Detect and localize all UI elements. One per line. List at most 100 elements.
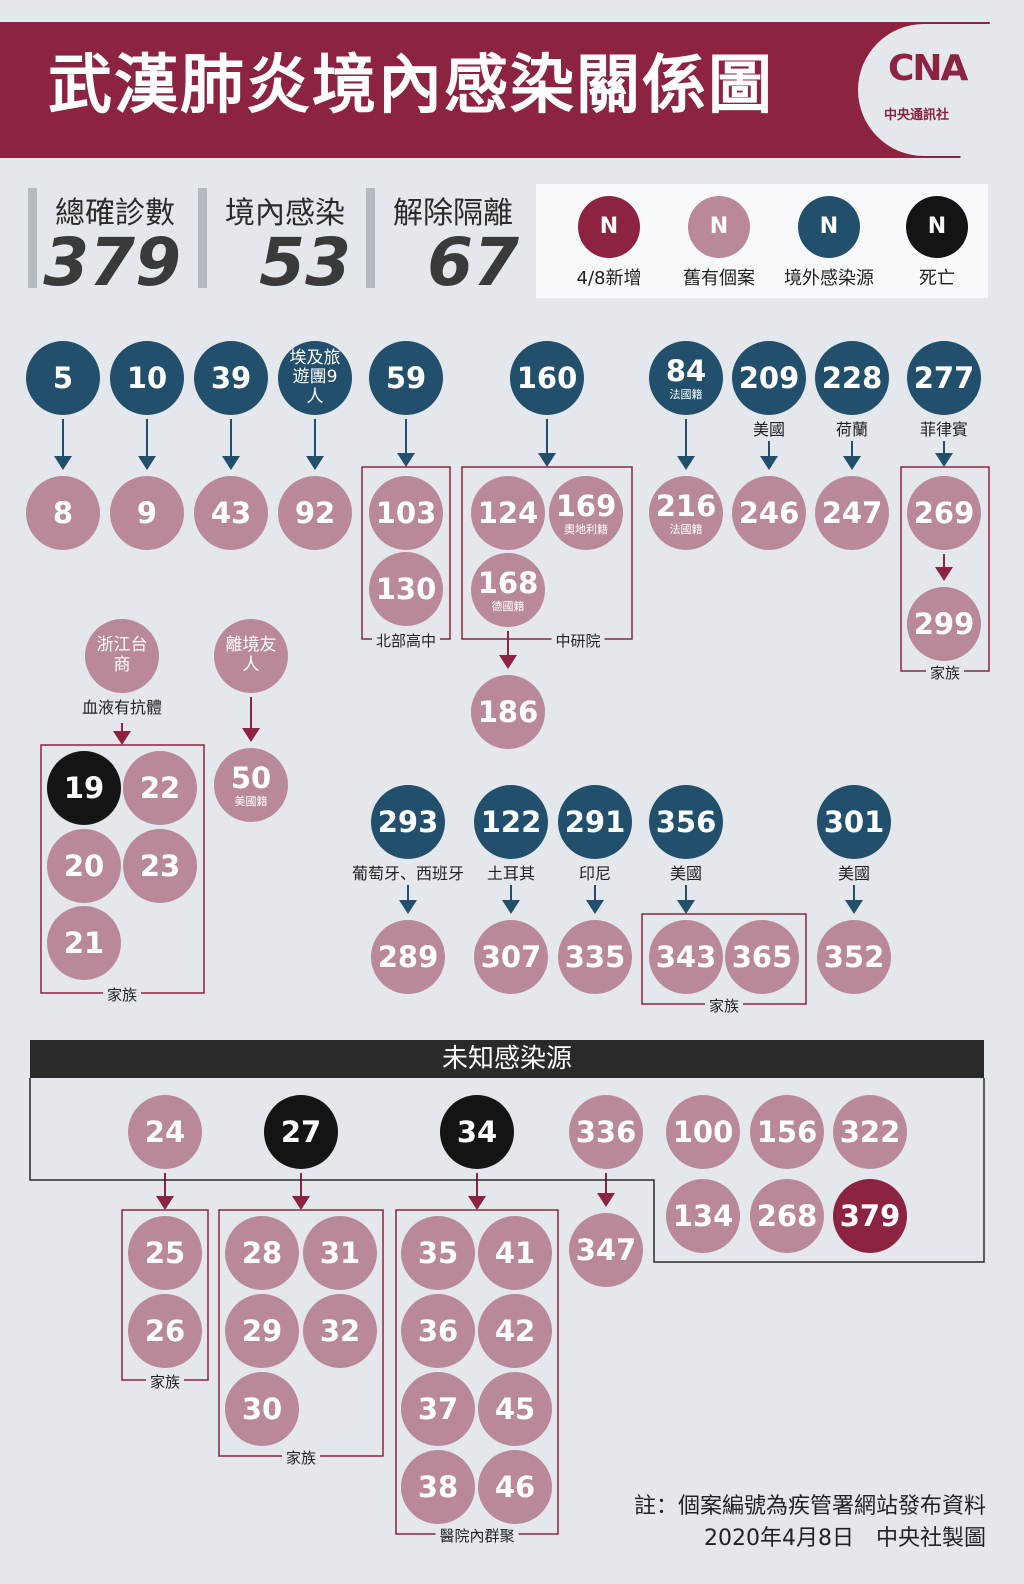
credit-line: 2020年4月8日 中央社製圖 [704, 1526, 986, 1551]
stat-released-value: 67 [427, 224, 519, 301]
arrowhead-160-124 [538, 453, 556, 467]
case-number: 84 [665, 353, 707, 388]
stat-total: 總確診數 379 [28, 188, 189, 301]
legend-swatch-source: N [798, 196, 860, 258]
case-number: 28 [241, 1235, 283, 1270]
case-number: 293 [377, 804, 439, 839]
arrowhead-293-289 [399, 900, 417, 914]
case-node-352: 352 [817, 920, 891, 994]
case-node-39: 39 [194, 341, 268, 415]
case-node-8: 8 [26, 476, 100, 550]
arrowhead-24-25 [156, 1196, 174, 1210]
case-number: 35 [417, 1235, 459, 1270]
group-box-academia [461, 466, 633, 640]
case-number: 269 [913, 495, 975, 530]
arrowhead-336-347 [597, 1193, 615, 1207]
case-node-130: 130 [369, 552, 443, 626]
case-number: 24 [144, 1114, 186, 1149]
arrowhead-84-216 [677, 456, 695, 470]
case-node-343: 343 [649, 920, 723, 994]
case-node-46: 46 [478, 1450, 552, 1524]
case-node-27: 27 [264, 1095, 338, 1169]
case-node-103: 103 [369, 476, 443, 550]
case-number: 37 [417, 1391, 459, 1426]
case-node-tour: 埃及旅遊團9人 [278, 341, 352, 415]
case-node-335: 335 [558, 920, 632, 994]
case-node-160: 160 [510, 341, 584, 415]
case-number: 156 [756, 1114, 818, 1149]
case-node-9: 9 [110, 476, 184, 550]
case-node-356: 356 [649, 785, 723, 859]
case-number: 307 [480, 939, 542, 974]
case-number: 9 [136, 495, 158, 530]
label-zhejiang: 血液有抗體 [81, 698, 163, 717]
cna-logo: CNA 中央通訊社 [858, 24, 990, 156]
case-number: 301 [823, 804, 885, 839]
case-nationality: 法國籍 [669, 522, 703, 536]
label-228: 荷蘭 [835, 420, 869, 439]
case-number: 34 [456, 1114, 498, 1149]
case-node-59: 59 [369, 341, 443, 415]
case-node-lj: 離境友人 [214, 619, 288, 693]
case-number: 336 [575, 1114, 637, 1149]
legend-label-old: 舊有個案 [683, 268, 755, 289]
case-number: 38 [417, 1469, 459, 1504]
arrowhead-122-307 [502, 900, 520, 914]
arrowhead-34-35 [468, 1196, 486, 1210]
case-node-31: 31 [303, 1216, 377, 1290]
case-node-41: 41 [478, 1216, 552, 1290]
arrowhead-tour-92 [306, 456, 324, 470]
case-number: 43 [210, 495, 252, 530]
case-node-365: 365 [725, 920, 799, 994]
case-number: 322 [839, 1114, 901, 1149]
group-label-fam24: 家族 [145, 1371, 185, 1392]
case-node-169: 169 奧地利籍 [549, 476, 623, 550]
case-number: 92 [294, 495, 336, 530]
case-node-336: 336 [569, 1095, 643, 1169]
case-number: 186 [477, 694, 539, 729]
case-number: 291 [564, 804, 626, 839]
case-nationality: 美國籍 [234, 794, 268, 808]
case-number: 25 [144, 1235, 186, 1270]
case-node-307: 307 [474, 920, 548, 994]
case-node-24: 24 [128, 1095, 202, 1169]
case-node-34: 34 [440, 1095, 514, 1169]
case-node-50: 50 美國籍 [214, 748, 288, 822]
stat-released-label: 解除隔離 [393, 196, 513, 231]
label-209: 美國 [752, 420, 786, 439]
group-label-fam27: 家族 [281, 1447, 321, 1468]
case-number: 169 [555, 488, 617, 523]
case-number: 343 [655, 939, 717, 974]
case-number: 289 [377, 939, 439, 974]
case-number: 246 [738, 495, 800, 530]
case-node-84: 84 法國籍 [649, 341, 723, 415]
legend-swatch-new: N [578, 196, 640, 258]
case-number: 209 [738, 360, 800, 395]
arrowhead-228-247 [843, 456, 861, 470]
group-label-hospital: 醫院內群聚 [435, 1525, 519, 1546]
arrowhead-277-269 [935, 453, 953, 467]
case-number: 32 [319, 1313, 361, 1348]
case-node-216: 216 法國籍 [649, 476, 723, 550]
case-number: 41 [494, 1235, 536, 1270]
stat-local-label: 境內感染 [225, 196, 345, 231]
case-number: 216 [655, 488, 717, 523]
case-nationality: 奧地利籍 [564, 522, 608, 536]
stat-local-value: 53 [259, 224, 351, 301]
case-node-268: 268 [750, 1179, 824, 1253]
legend-item-new: N 4/8新增 [554, 196, 664, 290]
case-node-246: 246 [732, 476, 806, 550]
case-node-299: 299 [907, 587, 981, 661]
label-293: 葡萄牙、西班牙 [351, 864, 465, 883]
case-number: 42 [494, 1313, 536, 1348]
legend-swatch-old: N [688, 196, 750, 258]
case-node-text: 埃及旅遊團9人 [289, 347, 341, 407]
case-node-43: 43 [194, 476, 268, 550]
case-number: 8 [52, 495, 74, 530]
case-node-25: 25 [128, 1216, 202, 1290]
case-node-209: 209 [732, 341, 806, 415]
case-node-20: 20 [47, 829, 121, 903]
case-node-122: 122 [474, 785, 548, 859]
case-number: 379 [839, 1198, 901, 1233]
